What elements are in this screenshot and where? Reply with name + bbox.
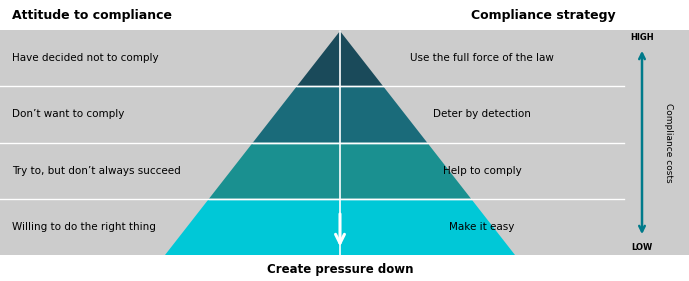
Text: Have decided not to comply: Have decided not to comply bbox=[12, 53, 158, 63]
Polygon shape bbox=[209, 142, 471, 199]
Text: Compliance costs: Compliance costs bbox=[664, 103, 672, 182]
Text: Try to, but don’t always succeed: Try to, but don’t always succeed bbox=[12, 166, 181, 176]
Text: Willing to do the right thing: Willing to do the right thing bbox=[12, 222, 156, 232]
Polygon shape bbox=[253, 86, 427, 142]
Polygon shape bbox=[297, 30, 383, 86]
Text: Attitude to compliance: Attitude to compliance bbox=[12, 8, 172, 22]
Bar bbox=[0, 30, 624, 255]
Bar bbox=[624, 30, 689, 255]
Polygon shape bbox=[165, 199, 515, 255]
Text: Use the full force of the law: Use the full force of the law bbox=[410, 53, 554, 63]
Text: LOW: LOW bbox=[631, 243, 652, 252]
Text: Help to comply: Help to comply bbox=[442, 166, 522, 176]
Text: Make it easy: Make it easy bbox=[449, 222, 515, 232]
Text: Deter by detection: Deter by detection bbox=[433, 109, 531, 119]
Text: Compliance strategy: Compliance strategy bbox=[471, 8, 616, 22]
Text: HIGH: HIGH bbox=[630, 33, 654, 42]
Text: Don’t want to comply: Don’t want to comply bbox=[12, 109, 125, 119]
Text: Create pressure down: Create pressure down bbox=[267, 263, 413, 276]
